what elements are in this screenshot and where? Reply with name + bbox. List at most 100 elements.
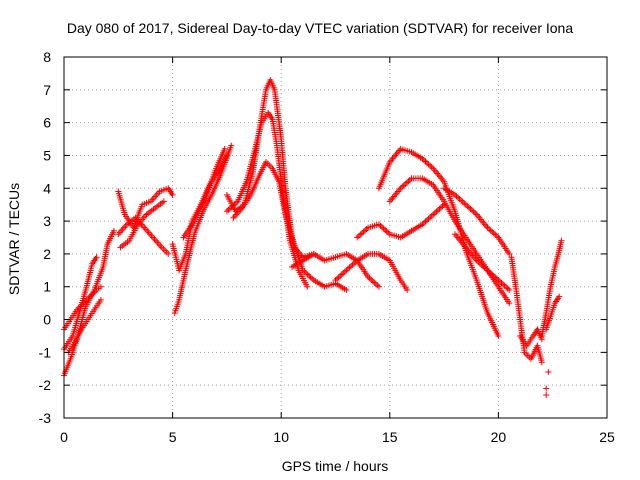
x-tick-label: 10 bbox=[273, 429, 289, 445]
data-point bbox=[506, 287, 513, 294]
data-point bbox=[501, 282, 508, 289]
y-tick-label: -3 bbox=[39, 410, 52, 426]
x-tick-label: 20 bbox=[491, 429, 507, 445]
data-point bbox=[489, 228, 496, 235]
y-tick-label: 0 bbox=[43, 312, 51, 328]
data-point bbox=[377, 222, 384, 229]
data-point bbox=[434, 207, 441, 214]
data-point bbox=[307, 274, 314, 281]
data-point bbox=[472, 210, 479, 217]
data-point bbox=[225, 206, 232, 213]
data-point bbox=[351, 260, 358, 267]
data-point bbox=[506, 300, 513, 307]
data-point bbox=[487, 227, 494, 234]
data-point bbox=[97, 296, 104, 303]
data-point bbox=[404, 287, 411, 294]
data-point bbox=[422, 158, 429, 165]
data-point bbox=[343, 287, 350, 294]
y-tick-label: 8 bbox=[43, 49, 51, 65]
data-point bbox=[361, 227, 368, 234]
data-point bbox=[543, 392, 550, 399]
data-point bbox=[458, 197, 465, 204]
data-point bbox=[380, 225, 387, 232]
data-point bbox=[496, 278, 503, 285]
data-point bbox=[405, 178, 412, 185]
y-axis-title: SDTVAR / TECUs bbox=[6, 183, 22, 295]
x-tick-label: 5 bbox=[169, 429, 177, 445]
data-point bbox=[428, 164, 435, 171]
data-point bbox=[165, 250, 172, 257]
data-point bbox=[464, 203, 471, 210]
data-point bbox=[306, 272, 313, 279]
data-point bbox=[538, 359, 545, 366]
data-point bbox=[97, 283, 104, 290]
data-point bbox=[358, 230, 365, 237]
data-point bbox=[169, 191, 176, 198]
data-point bbox=[383, 228, 390, 235]
data-point bbox=[455, 194, 462, 201]
data-point bbox=[343, 267, 350, 274]
data-point bbox=[470, 208, 477, 215]
data-point bbox=[430, 211, 437, 218]
data-point bbox=[399, 183, 406, 190]
data-point bbox=[110, 227, 117, 234]
x-axis-title: GPS time / hours bbox=[282, 458, 389, 474]
data-point bbox=[304, 283, 311, 290]
data-point bbox=[337, 272, 344, 279]
data-point bbox=[469, 207, 476, 214]
data-point bbox=[335, 274, 342, 281]
y-tick-label: 7 bbox=[43, 82, 51, 98]
data-point bbox=[486, 226, 493, 233]
y-tick-label: 6 bbox=[43, 115, 51, 131]
data-point bbox=[354, 234, 361, 241]
y-tick-label: -1 bbox=[39, 344, 52, 360]
x-tick-label: 25 bbox=[599, 429, 615, 445]
y-tick-label: 3 bbox=[43, 213, 51, 229]
data-point bbox=[221, 145, 228, 152]
data-point bbox=[371, 279, 378, 286]
data-point bbox=[341, 268, 348, 275]
data-point bbox=[425, 215, 432, 222]
data-point bbox=[223, 208, 230, 215]
data-point bbox=[422, 218, 429, 225]
data-point bbox=[403, 179, 410, 186]
x-tick-label: 0 bbox=[60, 429, 68, 445]
data-point bbox=[406, 176, 413, 183]
data-point bbox=[490, 230, 497, 237]
data-point bbox=[456, 196, 463, 203]
data-point bbox=[427, 214, 434, 221]
data-point bbox=[228, 142, 235, 149]
data-point bbox=[340, 270, 347, 277]
data-point bbox=[556, 293, 563, 300]
data-points bbox=[61, 76, 565, 399]
data-point bbox=[334, 275, 341, 282]
data-point bbox=[379, 224, 386, 231]
data-point bbox=[424, 217, 431, 224]
data-point bbox=[369, 278, 376, 285]
data-point bbox=[400, 182, 407, 189]
data-point bbox=[503, 284, 510, 291]
data-point bbox=[355, 233, 362, 240]
data-point bbox=[360, 228, 367, 235]
data-point bbox=[433, 208, 440, 215]
gridlines bbox=[64, 57, 607, 418]
data-point bbox=[467, 205, 474, 212]
data-point bbox=[346, 264, 353, 271]
data-point bbox=[543, 385, 550, 392]
data-point bbox=[428, 212, 435, 219]
data-point bbox=[303, 270, 310, 277]
data-point bbox=[375, 283, 382, 290]
data-point bbox=[436, 205, 443, 212]
data-point bbox=[160, 198, 167, 205]
data-point bbox=[437, 204, 444, 211]
data-point bbox=[439, 203, 446, 210]
data-point bbox=[344, 265, 351, 272]
data-point bbox=[504, 285, 511, 292]
data-point bbox=[357, 231, 364, 238]
data-point bbox=[558, 237, 565, 244]
data-point bbox=[465, 204, 472, 211]
y-tick-label: -2 bbox=[39, 377, 52, 393]
data-point bbox=[461, 200, 468, 207]
data-point bbox=[425, 161, 432, 168]
axis-ticks: 0 5 10 15 20 25 -3 -2 -1 0 1 2 3 4 5 6 7 8 bbox=[39, 49, 615, 445]
